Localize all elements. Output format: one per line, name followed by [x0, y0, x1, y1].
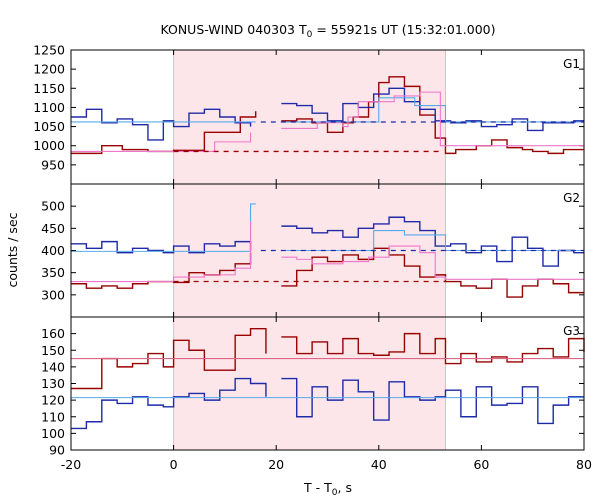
g1-series-dark_red-1 — [281, 76, 584, 155]
g3-panel-label: G3 — [563, 324, 580, 338]
x-axis-title: T - T0, s — [303, 480, 352, 498]
g3-ytick-label: 150 — [41, 343, 65, 358]
g1-ytick-label: 1150 — [33, 81, 65, 96]
g1-series-pink-7 — [281, 91, 585, 152]
g1-ytick-label: 1000 — [33, 138, 65, 153]
xtick-label: 60 — [473, 457, 489, 472]
g2-ytick-label: 350 — [41, 265, 65, 280]
xtick-label: 40 — [371, 457, 387, 472]
g3-series-dark_red-1 — [281, 332, 585, 365]
g2-ytick-label: 300 — [41, 287, 65, 302]
g3-ytick-label: 90 — [49, 443, 65, 458]
g3-series-dark_red-0 — [71, 327, 267, 390]
g3-ytick-label: 140 — [41, 359, 65, 374]
xtick-label: 20 — [268, 457, 284, 472]
g2-series-pink-6 — [71, 221, 252, 283]
g1-ytick-label: 1250 — [33, 43, 65, 58]
g2-series-pink-7 — [281, 245, 585, 282]
chart-title: KONUS-WIND 040303 T0 = 55921s UT (15:32:… — [160, 22, 495, 40]
g2-series-blue-2 — [71, 240, 252, 254]
g1-panel-label: G1 — [563, 57, 580, 71]
g1-series-blue-3 — [281, 87, 584, 132]
g1-series-light_blue-5 — [281, 97, 584, 123]
g3-ytick-label: 100 — [41, 426, 65, 441]
g3-ytick-label: 120 — [41, 393, 65, 408]
g2-ytick-label: 400 — [41, 243, 65, 258]
g3-series-blue-2 — [71, 377, 267, 430]
g2-ytick-label: 450 — [41, 221, 65, 236]
g1-ytick-label: 1200 — [33, 62, 65, 77]
g3-ytick-label: 130 — [41, 376, 65, 391]
xtick-label: 0 — [170, 457, 178, 472]
y-axis-title: counts / sec — [5, 212, 20, 287]
g1-ytick-label: 1050 — [33, 119, 65, 134]
g3-ytick-label: 110 — [41, 409, 65, 424]
g3-panel-frame — [70, 316, 585, 451]
g1-ytick-label: 1100 — [33, 100, 65, 115]
g3-ytick-label: 160 — [41, 326, 65, 341]
g2-series-blue-3 — [281, 216, 584, 267]
series-layer — [71, 76, 585, 430]
tick-labels-layer: 950100010501100115012001250G130035040045… — [33, 43, 592, 473]
xtick-label: 80 — [576, 457, 592, 472]
g1-ytick-label: 950 — [41, 157, 65, 172]
g1-series-blue-2 — [71, 108, 252, 141]
xtick-label: -20 — [61, 457, 81, 472]
panel-frames-layer — [70, 49, 585, 451]
g3-series-blue-3 — [281, 377, 584, 425]
g2-ytick-label: 500 — [41, 199, 65, 214]
g2-panel-label: G2 — [563, 191, 580, 205]
